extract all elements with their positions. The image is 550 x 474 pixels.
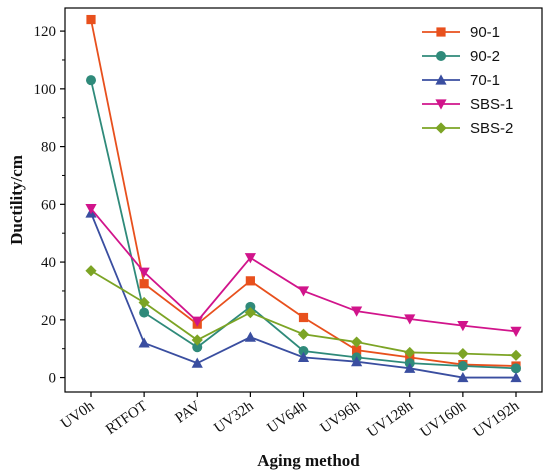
plot-area <box>85 14 522 383</box>
data-point-sbs-2 <box>85 265 97 277</box>
series-sbs-2 <box>85 265 522 361</box>
data-point-sbs-1 <box>138 267 150 278</box>
y-axis-title: Ductility/cm <box>7 155 26 245</box>
data-point-70-1 <box>138 337 150 348</box>
data-point-sbs-2 <box>404 346 416 359</box>
data-point-70-1 <box>510 371 522 383</box>
data-point-sbs-1 <box>404 314 416 325</box>
data-point-90-2 <box>139 307 150 318</box>
legend-label: SBS-1 <box>470 96 513 113</box>
data-point-90-2 <box>511 363 521 374</box>
x-tick-label: UV160h <box>418 398 470 441</box>
legend-swatch-marker <box>435 122 447 134</box>
data-point-90-2 <box>457 361 468 372</box>
legend-item-90-1: 90-1 <box>422 24 500 41</box>
series-90-2 <box>86 75 521 374</box>
data-point-sbs-1 <box>297 286 310 297</box>
y-tick-label: 100 <box>34 82 57 98</box>
x-tick-label: RTFOT <box>103 398 150 438</box>
x-tick-label: UV0h <box>58 398 98 432</box>
data-point-sbs-1 <box>85 204 97 215</box>
legend-item-sbs-1: SBS-1 <box>422 96 513 113</box>
x-tick-label: UV96h <box>318 398 364 437</box>
x-tick-label: UV128h <box>365 398 417 441</box>
data-point-sbs-1 <box>510 326 522 337</box>
data-point-70-1 <box>244 331 256 342</box>
y-tick-label: 80 <box>41 140 56 156</box>
data-point-90-1 <box>298 312 309 323</box>
data-point-70-1 <box>457 371 469 383</box>
data-point-70-1 <box>191 357 203 368</box>
x-tick-label: UV32h <box>211 398 257 437</box>
legend-swatch-marker <box>436 27 446 37</box>
x-tick-label: UV192h <box>471 398 523 441</box>
data-point-90-2 <box>298 346 309 357</box>
data-point-70-1 <box>351 356 363 367</box>
x-tick-label: UV64h <box>264 398 310 437</box>
data-point-sbs-1 <box>351 306 363 317</box>
data-point-90-2 <box>245 301 256 312</box>
y-tick-label: 60 <box>41 197 56 213</box>
data-point-sbs-2 <box>457 348 469 360</box>
legend-swatch-marker <box>436 51 446 61</box>
data-point-sbs-2 <box>510 349 522 361</box>
y-tick-label: 0 <box>49 371 57 387</box>
legend-label: 90-1 <box>470 24 500 41</box>
data-point-90-2 <box>86 75 96 86</box>
data-point-90-1 <box>352 345 362 355</box>
data-point-sbs-2 <box>297 328 310 340</box>
legend: 90-1 90-2 70-1 SBS-1 SBS-2 <box>422 24 513 137</box>
x-axis-title: Aging method <box>257 451 360 470</box>
legend-item-90-2: 90-2 <box>422 48 500 65</box>
series-70-1 <box>85 207 522 383</box>
data-point-90-1 <box>245 276 255 286</box>
data-point-sbs-1 <box>191 316 203 327</box>
legend-label: 70-1 <box>470 72 500 89</box>
legend-swatch-marker <box>435 74 447 85</box>
axes: 0 20 40 60 80 100 120 UV0h RTFOT PAV UV32h UV64h UV9… <box>34 24 523 441</box>
legend-swatch-marker <box>435 99 447 110</box>
legend-label: SBS-2 <box>470 120 513 137</box>
data-point-sbs-2 <box>191 334 203 346</box>
series-sbs-1 <box>85 204 522 337</box>
data-point-sbs-1 <box>457 320 469 332</box>
y-tick-label: 20 <box>41 313 56 329</box>
data-point-70-1 <box>297 351 310 362</box>
legend-item-sbs-2: SBS-2 <box>422 120 513 137</box>
data-point-sbs-2 <box>138 296 150 309</box>
data-point-70-1 <box>404 362 416 373</box>
data-point-sbs-2 <box>244 307 256 319</box>
y-tick-label: 40 <box>41 255 56 271</box>
data-point-90-1 <box>139 279 149 289</box>
data-point-90-1 <box>86 14 96 25</box>
data-point-sbs-2 <box>351 336 363 348</box>
legend-item-70-1: 70-1 <box>422 72 500 89</box>
y-tick-label: 120 <box>34 24 57 40</box>
x-tick-label: PAV <box>172 398 203 427</box>
data-point-90-2 <box>192 342 203 353</box>
legend-label: 90-2 <box>470 48 500 65</box>
data-point-sbs-1 <box>244 253 256 264</box>
